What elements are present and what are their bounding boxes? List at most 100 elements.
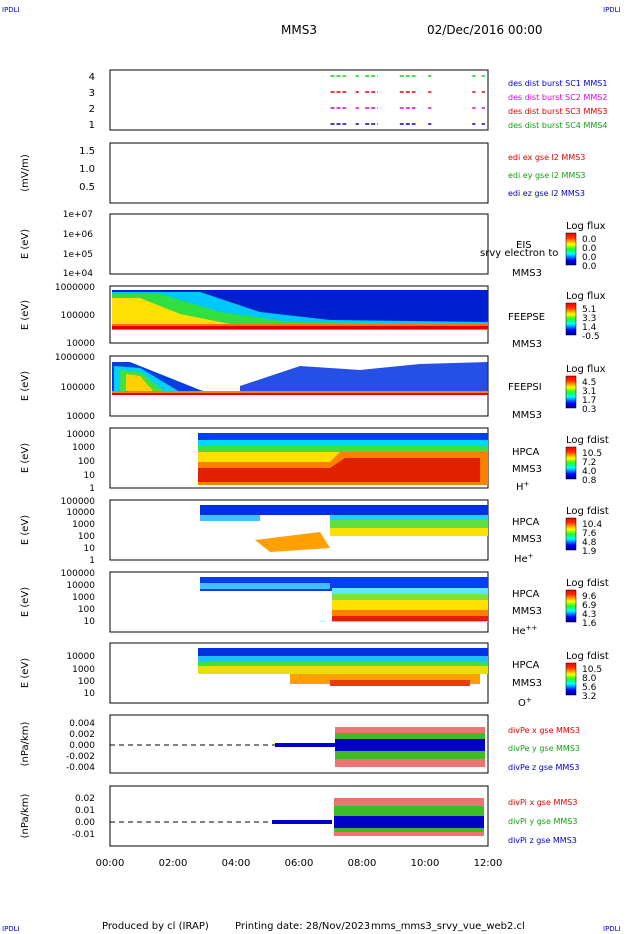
feepse-colorbar (565, 302, 577, 336)
divpe-tick-3: 0.000 (69, 741, 95, 751)
hpca-o-cbar-4: 3.2 (582, 692, 596, 702)
hpca-hepp-spectrogram (200, 577, 488, 622)
hpca-hepp-colorbar (565, 589, 577, 623)
feepse-tick-3: 10000 (66, 339, 95, 349)
panel-burst: 4 3 2 1 des dist burst SC1 MMS1 des dist… (89, 69, 607, 131)
divpe-traces (275, 727, 485, 767)
burst-tick-3: 3 (89, 88, 95, 99)
eis-tick-4: 1e+04 (63, 269, 94, 279)
corner-label-bottom-left: IPDLI (2, 925, 20, 933)
hpca-hepp-cbar-title: Log fdist (566, 578, 609, 589)
feepsi-spectrogram (112, 362, 488, 395)
hpca-o-tick-3: 100 (78, 677, 95, 687)
burst-tick-1: 1 (89, 120, 95, 131)
eis-cbar-title: Log flux (566, 221, 606, 232)
hpca-hepp-cbar-2: 6.9 (582, 601, 597, 611)
divpe-legend-y: divPe y gse MMS3 (508, 744, 580, 753)
feepsi-ylabel: E (eV) (20, 371, 31, 401)
time-tick-1: 02:00 (159, 858, 188, 869)
feepse-cbar-3: 1.4 (582, 323, 597, 333)
feepsi-cbar-1: 4.5 (582, 378, 596, 388)
eis-cbar-4: 0.0 (582, 262, 597, 272)
corner-label-top-right: IPDLI (603, 6, 621, 14)
divpe-ylabel: (nPa/km) (20, 722, 31, 767)
hpca-o-species-charge: + (526, 696, 532, 704)
divpi-tick-3: 0.00 (75, 818, 95, 828)
burst-legend-1: des dist burst SC1 MMS1 (508, 79, 607, 88)
feepsi-cbar-2: 3.1 (582, 387, 596, 397)
eis-cbar-3: 0.0 (582, 253, 597, 263)
eis-ylabel: E (eV) (20, 229, 31, 259)
hpca-hepp-sc: MMS3 (512, 606, 542, 617)
hpca-he-tick-1: 100000 (61, 497, 96, 507)
hpca-o-cbar-1: 10.5 (582, 665, 602, 675)
eis-cbar-1: 0.0 (582, 235, 597, 245)
feepsi-tick-3: 10000 (66, 412, 95, 422)
hpca-hepp-tick-1: 100000 (61, 569, 96, 579)
time-tick-4: 08:00 (348, 858, 377, 869)
hpca-o-cbar-3: 5.6 (582, 683, 597, 693)
hpca-h-tick-5: 1 (89, 484, 95, 494)
hpca-he-species: He+ (514, 552, 534, 565)
edi-legend-z: edi ez gse l2 MMS3 (508, 189, 585, 198)
hpca-he-tick-2: 10000 (66, 508, 95, 518)
hpca-he-sc: MMS3 (512, 534, 542, 545)
hpca-o-ylabel: E (eV) (20, 658, 31, 688)
divpi-tick-1: 0.02 (75, 794, 95, 804)
eis-instrument: EIS (516, 240, 532, 251)
hpca-o-cbar-2: 8.0 (582, 674, 597, 684)
hpca-he-tick-5: 10 (84, 544, 96, 554)
hpca-h-cbar-4: 0.8 (582, 476, 597, 486)
burst-tick-4: 4 (89, 72, 95, 83)
feepsi-instrument: FEEPSI (508, 382, 542, 393)
divpi-legend-y: divPi y gse MMS3 (508, 817, 577, 826)
feepse-spectrogram (112, 290, 488, 330)
divpe-tick-4: -0.002 (66, 752, 95, 762)
panel-hpca-o: E (eV) 10000 1000 100 10 HPCA MMS3 O+ Lo… (20, 642, 609, 709)
time-tick-6: 12:00 (474, 858, 503, 869)
eis-tick-2: 1e+06 (63, 230, 94, 240)
feepse-cbar-title: Log flux (566, 291, 606, 302)
hpca-he-cbar-4: 1.9 (582, 547, 597, 557)
burst-legend-4: des dist burst SC4 MMS4 (508, 121, 607, 130)
feepsi-cbar-3: 1.7 (582, 396, 596, 406)
hpca-he-species-charge: + (528, 552, 534, 560)
hpca-h-spectrogram (198, 433, 488, 485)
hpca-h-colorbar (565, 446, 577, 480)
burst-segments (330, 75, 485, 125)
footer-printing-date: Printing date: 28/Nov/2023 (235, 921, 370, 932)
hpca-h-cbar-1: 10.5 (582, 449, 602, 459)
hpca-h-tick-1: 10000 (66, 430, 95, 440)
panel-feepse: E (eV) 1000000 100000 10000 FEEPSE MMS3 … (20, 283, 606, 350)
hpca-he-colorbar (565, 517, 577, 551)
hpca-h-tick-3: 100 (78, 457, 95, 467)
feepse-ylabel: E (eV) (20, 300, 31, 330)
burst-tick-2: 2 (89, 104, 95, 115)
hpca-o-cbar-title: Log fdist (566, 651, 609, 662)
eis-colorbar (565, 232, 577, 266)
footer-produced-by: Produced by cl (IRAP) (102, 921, 209, 932)
hpca-he-spectrogram (200, 505, 488, 552)
hpca-h-ylabel: E (eV) (20, 443, 31, 473)
hpca-he-cbar-1: 10.4 (582, 520, 602, 530)
date-title: 02/Dec/2016 00:00 (427, 23, 543, 37)
burst-legend-2: des dist burst SC2 MMS2 (508, 93, 607, 102)
hpca-o-spectrogram (198, 648, 488, 686)
panel-eis: E (eV) 1e+07 1e+06 1e+05 1e+04 EIS srvy … (20, 210, 606, 279)
edi-tick-1: 1.5 (79, 146, 95, 157)
feepsi-tick-1: 1000000 (55, 353, 95, 363)
feepse-tick-2: 100000 (61, 311, 96, 321)
feepse-cbar-1: 5.1 (582, 305, 596, 315)
feepsi-cbar-4: 0.3 (582, 405, 596, 415)
time-tick-5: 10:00 (411, 858, 440, 869)
hpca-hepp-tick-2: 10000 (66, 581, 95, 591)
hpca-hepp-species-charge: ++ (526, 624, 538, 632)
hpca-o-tick-4: 10 (84, 689, 96, 699)
hpca-hepp-cbar-3: 4.3 (582, 610, 596, 620)
hpca-h-tick-2: 1000 (72, 443, 95, 453)
hpca-h-cbar-2: 7.2 (582, 458, 596, 468)
hpca-h-species-charge: + (524, 480, 530, 488)
hpca-hepp-cbar-4: 1.6 (582, 619, 597, 629)
hpca-he-cbar-3: 4.8 (582, 538, 597, 548)
